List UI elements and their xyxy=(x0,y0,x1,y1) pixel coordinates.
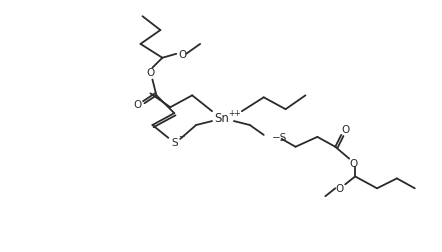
Text: S: S xyxy=(171,137,178,147)
Text: O: O xyxy=(178,50,187,59)
Text: O: O xyxy=(335,183,343,194)
Text: ++: ++ xyxy=(229,108,241,117)
Text: −: − xyxy=(178,132,184,141)
Text: O: O xyxy=(146,67,155,77)
Text: O: O xyxy=(349,158,357,168)
Text: Sn: Sn xyxy=(214,111,229,124)
Text: O: O xyxy=(133,100,141,110)
Text: O: O xyxy=(341,124,349,134)
Text: −S: −S xyxy=(272,132,287,142)
